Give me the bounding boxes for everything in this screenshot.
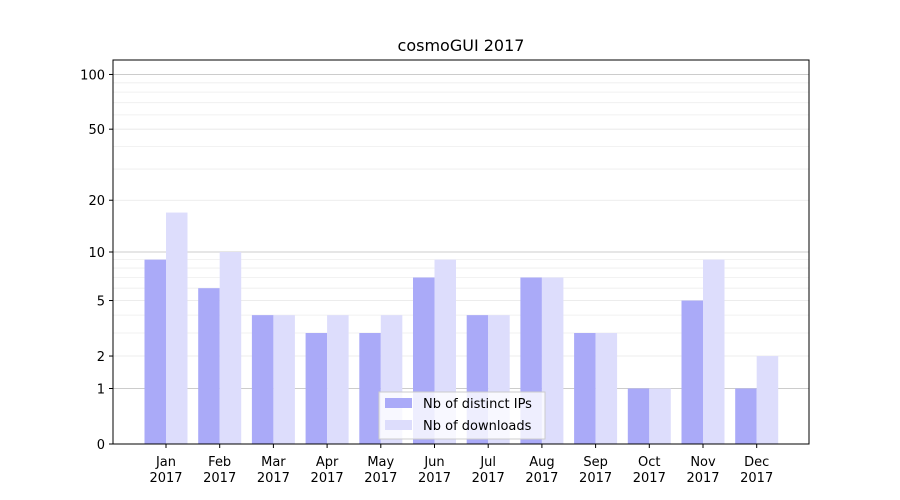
plot-frame: [112, 59, 810, 445]
legend-swatch-distinct-ips: [385, 398, 412, 408]
x-tick-label-year: 2017: [740, 471, 773, 486]
x-tick-label-year: 2017: [257, 471, 290, 486]
bar-downloads: [703, 259, 725, 444]
bar-distinct-ips: [359, 332, 381, 444]
bar-distinct-ips: [574, 332, 596, 444]
bar-distinct-ips: [198, 288, 220, 444]
x-tick-label-month: Aug: [529, 455, 554, 470]
y-tick-label: 50: [88, 123, 105, 138]
bar-distinct-ips: [735, 388, 757, 444]
y-tick-label: 0: [97, 438, 105, 453]
bar-distinct-ips: [627, 388, 650, 444]
bar-downloads: [327, 315, 349, 444]
x-tick-label-year: 2017: [633, 471, 666, 486]
x-tick-label-month: Nov: [690, 455, 716, 470]
legend-label-downloads: Nb of downloads: [423, 419, 532, 434]
bar-downloads: [541, 277, 564, 444]
x-tick-label-month: Dec: [744, 455, 769, 470]
x-tick-label-year: 2017: [418, 471, 451, 486]
bar-downloads: [219, 252, 242, 444]
x-tick-label-month: Mar: [261, 455, 286, 470]
x-tick-label-year: 2017: [579, 471, 612, 486]
x-tick-label-year: 2017: [311, 471, 344, 486]
x-tick-label-month: Oct: [638, 455, 660, 470]
y-tick-label: 5: [97, 295, 105, 310]
y-tick-label: 100: [80, 68, 105, 83]
bar-distinct-ips: [681, 300, 703, 444]
x-tick-label-month: Feb: [208, 455, 231, 470]
bar-downloads: [756, 356, 779, 444]
bar-distinct-ips: [144, 259, 166, 444]
bar-downloads: [273, 315, 295, 444]
y-tick-label: 10: [88, 246, 105, 261]
x-tick-label-year: 2017: [525, 471, 558, 486]
legend: Nb of distinct IPs Nb of downloads: [378, 391, 546, 440]
bar-distinct-ips: [251, 315, 274, 444]
x-tick-label-month: Jan: [155, 455, 176, 470]
x-tick-label-year: 2017: [149, 471, 182, 486]
x-tick-label-month: Jun: [423, 455, 444, 470]
bar-downloads: [595, 332, 618, 444]
x-tick-label-year: 2017: [364, 471, 397, 486]
y-tick-label: 1: [97, 382, 105, 397]
x-tick-label-month: Apr: [316, 455, 339, 470]
x-tick-label-month: Jul: [479, 455, 496, 470]
x-tick-label-month: May: [367, 455, 394, 470]
legend-swatch-downloads: [385, 420, 412, 430]
x-tick-label-month: Sep: [583, 455, 608, 470]
axes-layer: Jan2017Feb2017Mar2017Apr2017May2017Jun20…: [80, 59, 810, 486]
y-tick-label: 2: [97, 350, 105, 365]
legend-label-distinct-ips: Nb of distinct IPs: [423, 397, 532, 412]
chart-title: cosmoGUI 2017: [398, 36, 525, 55]
bar-downloads: [166, 212, 188, 444]
x-tick-label-year: 2017: [686, 471, 719, 486]
x-tick-label-year: 2017: [203, 471, 236, 486]
y-tick-label: 20: [88, 194, 105, 209]
x-tick-label-year: 2017: [472, 471, 505, 486]
bar-downloads: [649, 388, 671, 444]
bar-distinct-ips: [305, 332, 328, 444]
